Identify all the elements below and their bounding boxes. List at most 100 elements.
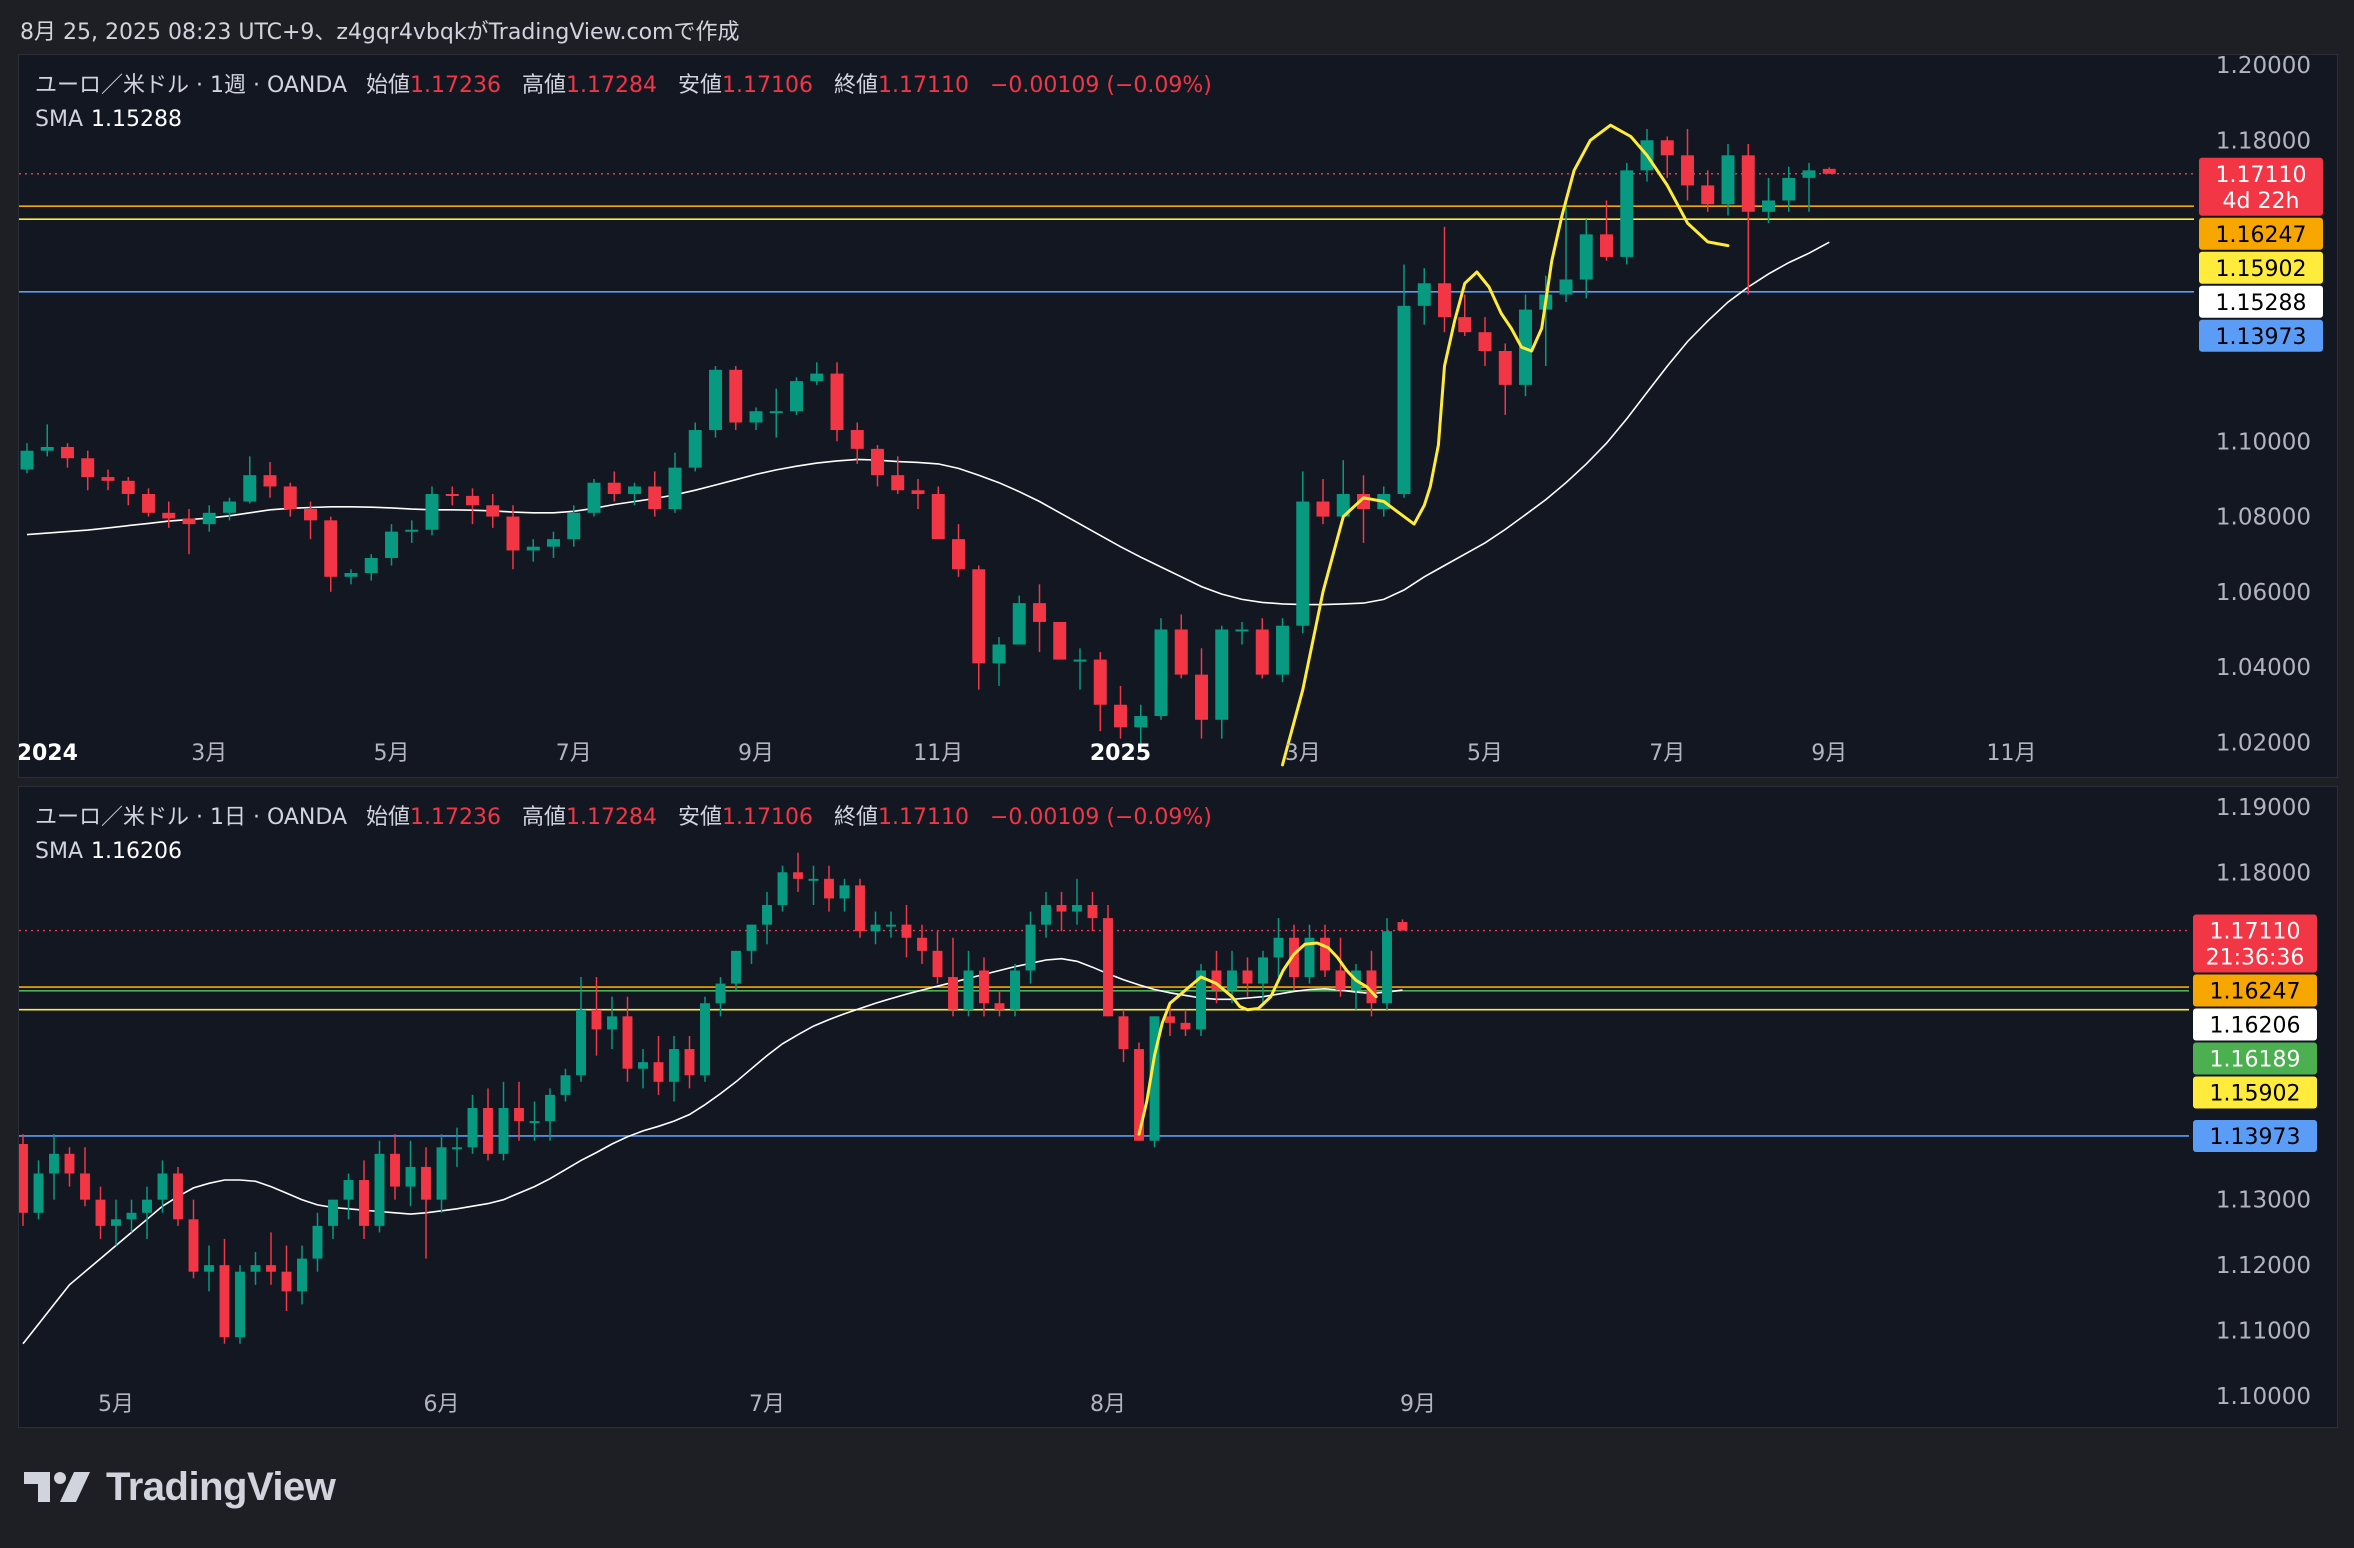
candle-body — [359, 1180, 369, 1226]
price-label-text: 1.17110 — [2210, 920, 2301, 945]
candle-body — [467, 1108, 478, 1148]
candle-body — [917, 937, 927, 951]
candle-body — [808, 878, 819, 881]
x-tick-label: 5月 — [374, 741, 410, 766]
candle-body — [769, 411, 783, 414]
candle-body — [529, 1121, 540, 1124]
candle-body — [1701, 185, 1715, 205]
candle-body — [283, 486, 297, 510]
daily-close: 1.17110 — [878, 805, 969, 830]
candle-body — [1211, 970, 1222, 991]
candle-body — [1721, 155, 1735, 205]
x-tick-label: 5月 — [98, 1392, 134, 1417]
y-tick-label: 1.19000 — [2216, 795, 2311, 821]
candle-body — [526, 546, 540, 551]
candle-body — [374, 1153, 385, 1226]
candle-body — [1559, 279, 1573, 295]
price-label-box — [2193, 1042, 2317, 1075]
x-tick-label: 2025 — [1090, 741, 1151, 766]
high-label: 高値 — [522, 73, 567, 98]
daily-change: −0.00109 (−0.09%) — [990, 805, 1212, 830]
candle-body — [405, 529, 419, 532]
candle-body — [871, 448, 884, 476]
candle-body — [343, 1180, 354, 1200]
candle-body — [777, 872, 788, 906]
y-tick-label: 1.02000 — [2216, 730, 2311, 756]
candle-body — [793, 872, 803, 879]
candle-body — [324, 520, 338, 577]
candle-body — [452, 1147, 462, 1150]
candle-body — [901, 924, 912, 938]
candle-body — [729, 369, 743, 423]
candle-body — [1087, 905, 1098, 919]
price-label-box — [2199, 157, 2323, 216]
candle-body — [1134, 716, 1148, 728]
candle-body — [1041, 905, 1051, 925]
candle-body — [1438, 283, 1451, 318]
daily-sma-name: SMA — [35, 839, 83, 864]
x-tick-label: 6月 — [424, 1392, 460, 1417]
candle-body — [669, 1049, 679, 1082]
candle-body — [576, 1009, 586, 1076]
weekly-chart-svg[interactable]: 1.20000 1.18000 1.10000 1.08000 1.06000 1.040… — [19, 55, 2337, 777]
candle-body — [1180, 1022, 1191, 1030]
candle-body — [560, 1075, 571, 1095]
price-label-box — [2199, 217, 2323, 250]
x-tick-label: 5月 — [1467, 741, 1503, 766]
candle-body — [979, 970, 989, 1004]
candle-body — [304, 509, 317, 521]
weekly-legend: ユーロ／米ドル · 1週 · OANDA 始値1.17236 高値1.17284… — [35, 69, 1212, 137]
candle-body — [653, 1062, 664, 1082]
candle-body — [731, 950, 741, 984]
y-tick-label: 1.08000 — [2216, 505, 2311, 531]
weekly-close: 1.17110 — [878, 73, 969, 98]
candle-body — [1242, 970, 1253, 984]
candle-body — [1195, 674, 1208, 720]
x-tick-label: 2024 — [19, 741, 78, 766]
candle-body — [762, 905, 772, 925]
candle-body — [607, 1016, 617, 1030]
candle-body — [1149, 1016, 1160, 1141]
close-label: 終値 — [834, 73, 879, 98]
candle-body — [1660, 140, 1674, 156]
candle-body — [591, 1009, 602, 1030]
weekly-symbol: ユーロ／米ドル · 1週 · OANDA — [35, 73, 347, 98]
daily-chart-panel[interactable]: 1.19000 1.18000 1.13000 1.12000 1.11000 1.100… — [18, 786, 2338, 1428]
candle-body — [405, 1166, 416, 1187]
weekly-chart-panel[interactable]: 1.20000 1.18000 1.10000 1.08000 1.06000 1.040… — [18, 54, 2338, 778]
candle-body — [1255, 629, 1269, 675]
daily-chart-svg[interactable]: 1.19000 1.18000 1.13000 1.12000 1.11000 1.100… — [19, 787, 2337, 1427]
candle-body — [547, 539, 560, 547]
candle-body — [1316, 501, 1330, 517]
x-tick-label: 9月 — [1811, 741, 1847, 766]
price-label-box — [2199, 319, 2323, 352]
price-label-text: 1.13973 — [2210, 1125, 2301, 1150]
candle-body — [1382, 931, 1392, 1004]
candle-body — [483, 1108, 493, 1154]
y-tick-label: 1.11000 — [2216, 1319, 2311, 1345]
candle-body — [587, 482, 601, 513]
candle-body — [1498, 351, 1512, 385]
trend-drawing — [1281, 123, 1730, 767]
candle-body — [1118, 1016, 1129, 1050]
candle-body — [1273, 937, 1284, 958]
y-tick-label: 1.06000 — [2216, 580, 2311, 606]
weekly-high: 1.17284 — [566, 73, 657, 98]
candle-body — [1600, 234, 1613, 257]
candle-body — [1033, 603, 1046, 622]
candle-body — [1154, 629, 1168, 717]
candle-body — [1165, 1016, 1175, 1023]
x-tick-label: 7月 — [1649, 741, 1685, 766]
candle-body — [61, 446, 74, 459]
candle-body — [95, 1199, 106, 1226]
candle-body — [498, 1108, 509, 1154]
candle-body — [1296, 501, 1310, 626]
y-tick-label: 1.18000 — [2216, 128, 2311, 154]
low-label: 安値 — [678, 73, 723, 98]
candle-body — [1134, 1049, 1144, 1141]
daily-sma-value: 1.16206 — [91, 839, 182, 864]
candle-body — [1196, 970, 1206, 1030]
tradingview-logo[interactable]: TradingView — [24, 1462, 336, 1512]
candle-body — [425, 494, 439, 530]
candle-body — [931, 494, 945, 540]
